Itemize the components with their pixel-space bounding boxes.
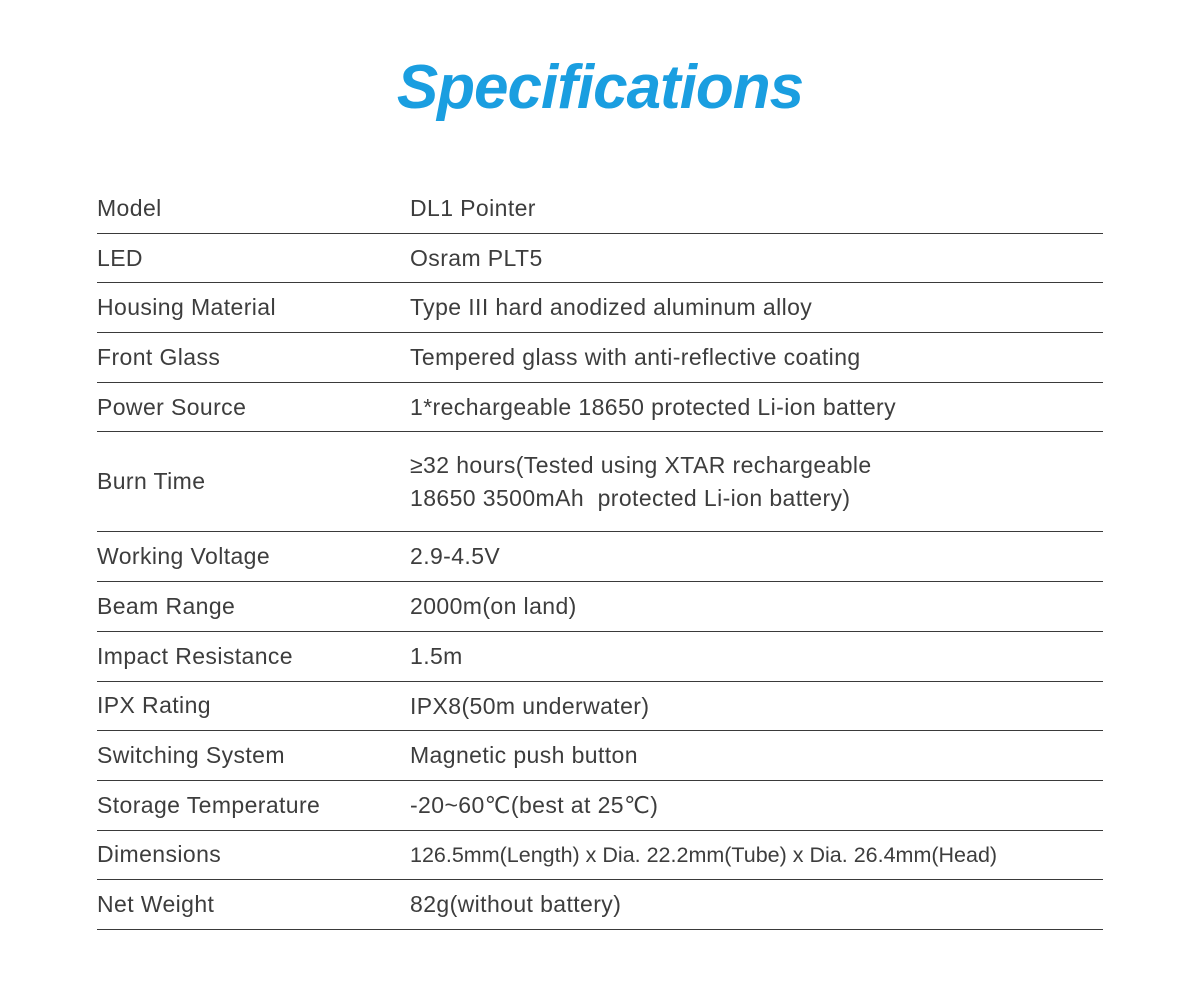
page-title: Specifications	[396, 53, 804, 122]
table-row-working-voltage: Working Voltage 2.9-4.5V	[97, 532, 1103, 583]
spec-label: Beam Range	[97, 592, 236, 619]
spec-label: IPX Rating	[97, 692, 211, 719]
spec-value: 1.5m	[410, 642, 463, 669]
table-row-model: Model DL1 Pointer	[97, 184, 1103, 234]
spec-value: IPX8(50m underwater)	[410, 692, 650, 719]
spec-label: Storage Temperature	[97, 791, 321, 818]
spec-table: Model DL1 Pointer LED Osram PLT5 Housing…	[97, 184, 1103, 930]
spec-label: Front Glass	[97, 343, 221, 370]
table-row-ipx-rating: IPX Rating IPX8(50m underwater)	[97, 682, 1103, 732]
spec-value: 126.5mm(Length) x Dia. 22.2mm(Tube) x Di…	[410, 842, 998, 867]
spec-value: DL1 Pointer	[410, 195, 536, 222]
table-row-burn-time: Burn Time ≥32 hours(Tested using XTAR re…	[97, 432, 1103, 533]
table-row-front-glass: Front Glass Tempered glass with anti-ref…	[97, 333, 1103, 383]
spec-label: Switching System	[97, 742, 285, 769]
spec-value: Magnetic push button	[410, 742, 638, 769]
spec-value: 1*rechargeable 18650 protected Li-ion ba…	[410, 393, 896, 420]
table-row-beam-range: Beam Range 2000m(on land)	[97, 582, 1103, 632]
spec-value: 2.9-4.5V	[410, 543, 501, 570]
spec-label: Working Voltage	[97, 543, 271, 570]
table-row-net-weight: Net Weight 82g(without battery)	[97, 880, 1103, 930]
table-row-impact-resistance: Impact Resistance 1.5m	[97, 632, 1103, 682]
table-row-power-source: Power Source 1*rechargeable 18650 protec…	[97, 383, 1103, 433]
spec-label: Model	[97, 194, 162, 221]
spec-label: Dimensions	[97, 841, 222, 868]
table-row-dimensions: Dimensions 126.5mm(Length) x Dia. 22.2mm…	[97, 831, 1103, 881]
table-row-storage-temperature: Storage Temperature -20~60℃(best at 25℃)	[97, 781, 1103, 831]
table-row-housing-material: Housing Material Type III hard anodized …	[97, 283, 1103, 334]
spec-label: Impact Resistance	[97, 642, 293, 669]
spec-label: Housing Material	[97, 294, 276, 321]
table-row-switching-system: Switching System Magnetic push button	[97, 731, 1103, 781]
spec-label: Power Source	[97, 393, 247, 420]
spec-label: LED	[97, 244, 143, 271]
spec-value: 2000m(on land)	[410, 593, 577, 620]
table-row-led: LED Osram PLT5	[97, 234, 1103, 284]
spec-value: Osram PLT5	[410, 244, 543, 271]
spec-label: Net Weight	[97, 891, 215, 918]
spec-value: Type III hard anodized aluminum alloy	[410, 294, 813, 321]
spec-value: Tempered glass with anti-reflective coat…	[410, 344, 861, 371]
spec-label: Burn Time	[97, 468, 206, 495]
spec-value: -20~60℃(best at 25℃)	[410, 791, 659, 818]
spec-value: 82g(without battery)	[410, 891, 622, 918]
spec-value: ≥32 hours(Tested using XTAR rechargeable…	[410, 452, 872, 511]
